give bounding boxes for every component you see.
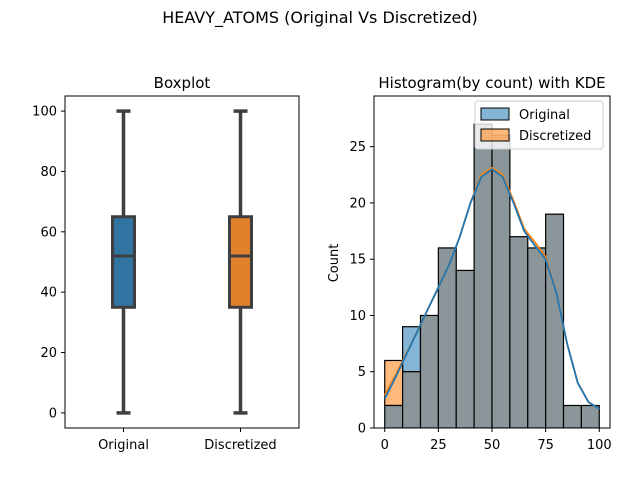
histogram-y-tick-label: 5 <box>358 365 366 380</box>
histogram-y-tick-label: 20 <box>349 196 366 211</box>
histogram-bar <box>509 236 529 428</box>
boxplot-y-tick-label: 60 <box>40 225 57 240</box>
histogram-x-tick-label: 100 <box>587 438 612 453</box>
histogram-y-tick-label: 15 <box>349 253 366 268</box>
boxplot-y-tick-label: 0 <box>49 406 57 421</box>
kde-curve-original <box>383 168 600 410</box>
histogram-bar <box>401 371 422 428</box>
histogram-legend: Original Discretized <box>474 100 604 150</box>
histogram-x-tick-label: 50 <box>484 438 501 453</box>
figure-title: HEAVY_ATOMS (Original Vs Discretized) <box>162 8 478 28</box>
legend-label-discretized: Discretized <box>519 129 591 144</box>
legend-swatch-discretized <box>480 128 510 142</box>
histogram-y-tick-label: 25 <box>349 140 366 155</box>
legend-swatch-original <box>480 107 510 121</box>
histogram-plot-area <box>383 123 600 428</box>
histogram-y-tick-label: 0 <box>358 422 366 437</box>
histogram-y-axis-label: Count <box>327 244 342 283</box>
boxplot-x-tick-label: Original <box>98 438 149 453</box>
boxplot-panel: Boxplot 0 20 40 60 80 100 Original Discretized <box>32 74 300 453</box>
boxplot-y-tick-label: 100 <box>32 105 57 120</box>
boxplot-title: Boxplot <box>154 74 211 92</box>
boxplot-y-tick-label: 20 <box>40 346 57 361</box>
histogram-y-tick-label: 10 <box>349 309 366 324</box>
histogram-bar-excess <box>401 326 422 373</box>
histogram-bar <box>455 269 475 428</box>
histogram-bar <box>437 247 457 428</box>
boxplot-y-tick-label: 80 <box>40 165 57 180</box>
histogram-bar <box>527 247 547 428</box>
histogram-bar <box>491 134 511 428</box>
histogram-title: Histogram(by count) with KDE <box>378 74 605 92</box>
histogram-bar <box>419 314 439 428</box>
boxplot-y-tick-label: 40 <box>40 286 57 301</box>
histogram-bar <box>580 404 600 428</box>
legend-label-original: Original <box>519 108 570 123</box>
boxplot-box-discretized <box>228 215 253 309</box>
boxplot-x-tick-label: Discretized <box>204 438 276 453</box>
histogram-bar <box>545 213 565 428</box>
histogram-panel: Histogram(by count) with KDE Count 0 5 10 1… <box>327 74 612 453</box>
histogram-bar <box>384 404 404 428</box>
histogram-x-tick-label: 0 <box>381 438 389 453</box>
histogram-x-tick-label: 25 <box>430 438 447 453</box>
histogram-x-tick-label: 75 <box>537 438 554 453</box>
boxplot-axes-frame <box>64 95 300 429</box>
histogram-bar <box>562 404 583 428</box>
boxplot-box-original <box>111 215 136 309</box>
